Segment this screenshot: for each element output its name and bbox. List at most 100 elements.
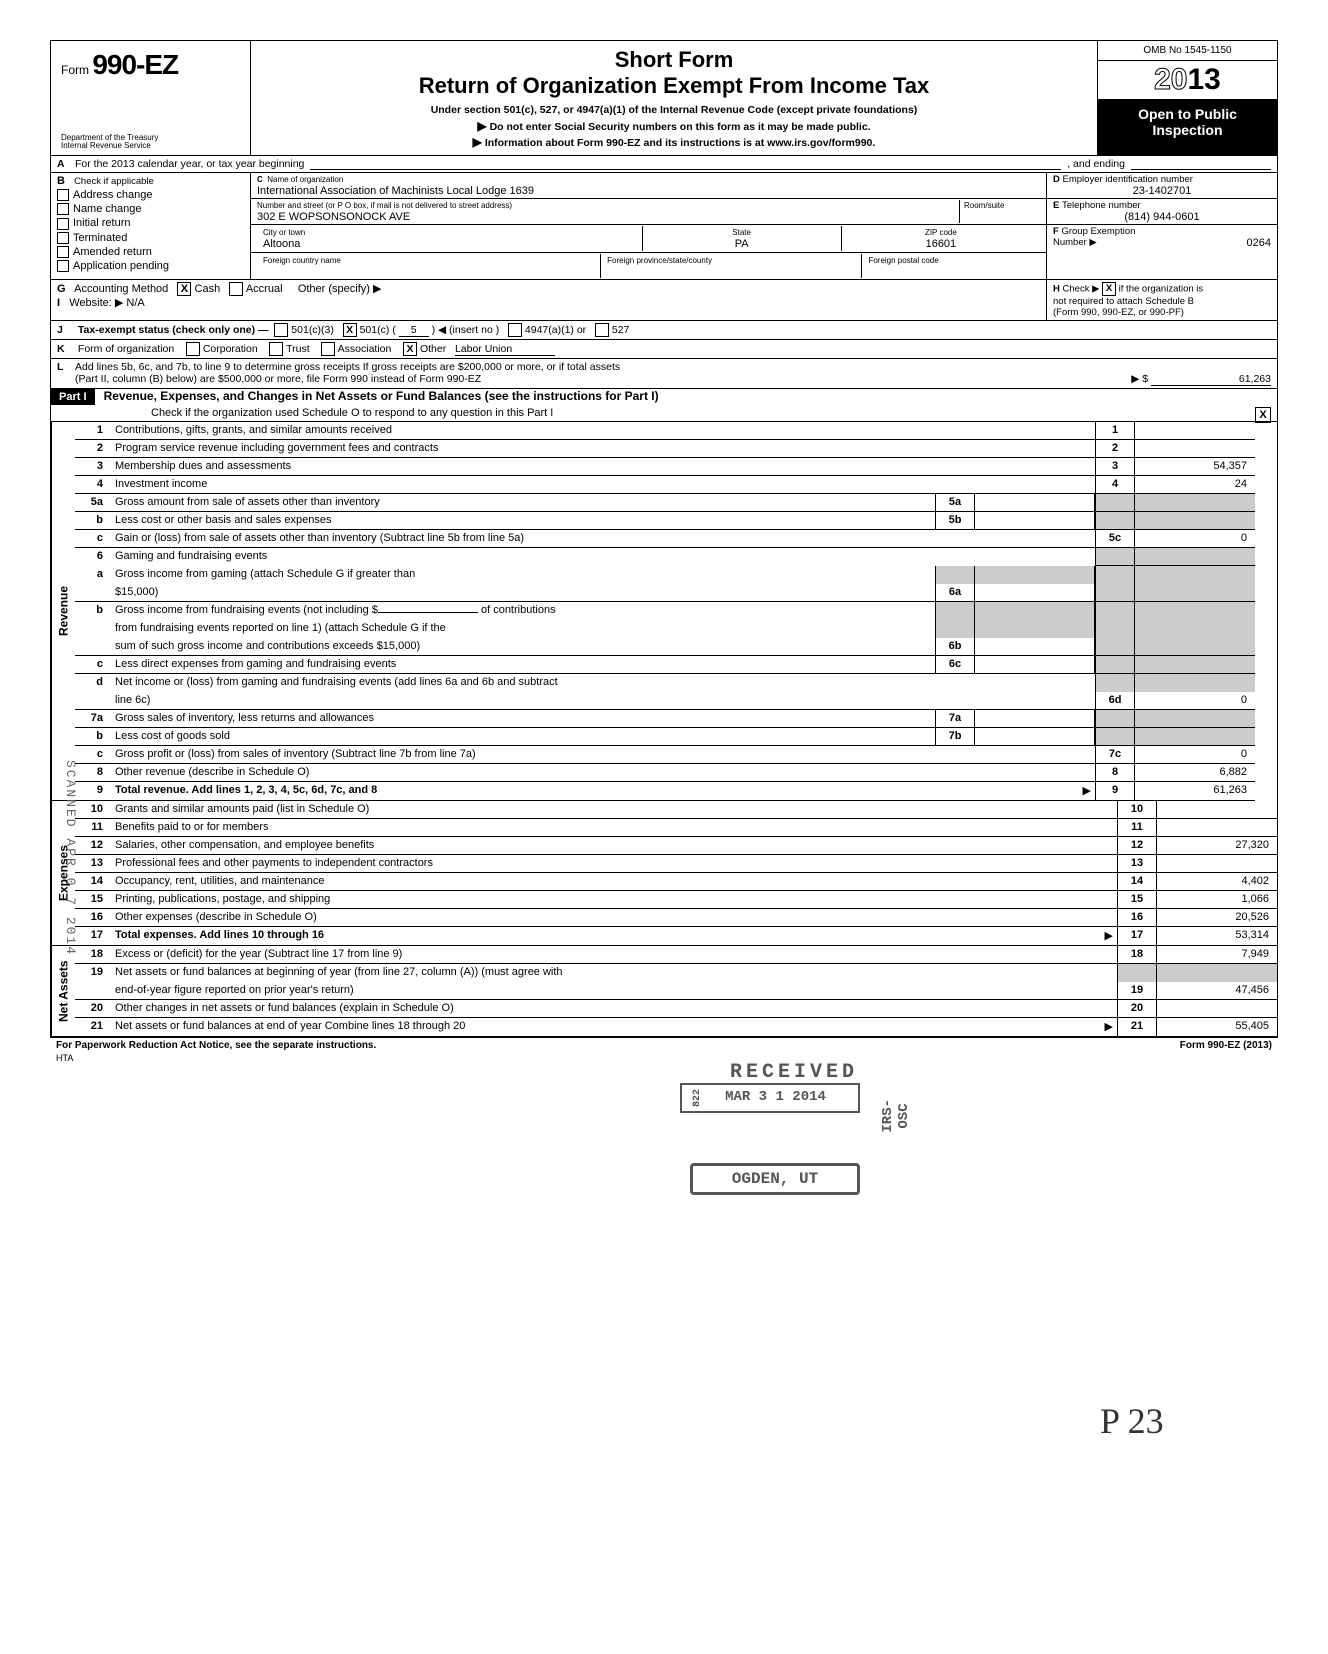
chk-terminated[interactable]: Terminated: [57, 232, 244, 244]
part1-header: Part I Revenue, Expenses, and Changes in…: [51, 389, 1277, 422]
stamp-822: 822: [692, 1089, 703, 1107]
line-8: 8 Other revenue (describe in Schedule O)…: [75, 764, 1255, 782]
street-label: Number and street (or P O box, if mail i…: [257, 201, 512, 210]
footer: For Paperwork Reduction Act Notice, see …: [50, 1038, 1278, 1053]
line-5c-value: 0: [1135, 530, 1255, 547]
stamp-date: MAR 3 1 2014: [725, 1089, 826, 1105]
chk-amended[interactable]: Amended return: [57, 246, 244, 258]
chk-501c[interactable]: X: [343, 323, 357, 337]
year-end-field[interactable]: [1131, 158, 1271, 170]
chk-cash[interactable]: X: [177, 282, 191, 296]
line-11-value: [1157, 819, 1277, 836]
chk-schedule-o[interactable]: X: [1255, 407, 1271, 423]
stamp-scanned: SCANNED APR 0 7 2014: [63, 760, 78, 956]
tel-label: Telephone number: [1062, 200, 1141, 211]
line-18: 18 Excess or (deficit) for the year (Sub…: [75, 946, 1277, 964]
chk-527[interactable]: [595, 323, 609, 337]
check-if-applicable: Check if applicable: [74, 176, 154, 187]
chk-501c3[interactable]: [274, 323, 288, 337]
chk-accrual[interactable]: [229, 282, 243, 296]
website: Website: ▶ N/A: [69, 297, 145, 309]
l-text1: Add lines 5b, 6c, and 7b, to line 9 to d…: [75, 361, 1271, 373]
line-10: 10 Grants and similar amounts paid (list…: [75, 801, 1277, 819]
line-6b-3: sum of such gross income and contributio…: [75, 638, 1255, 656]
street-value: 302 E WOPSONSONOCK AVE: [257, 211, 410, 223]
chk-other-org[interactable]: X: [403, 342, 417, 356]
other-org-value: Labor Union: [455, 343, 555, 356]
chk-initial-return[interactable]: Initial return: [57, 217, 244, 229]
line-6c-value: [975, 656, 1095, 673]
l-arrow: ▶ $: [1131, 373, 1148, 385]
line-20: 20 Other changes in net assets or fund b…: [75, 1000, 1277, 1018]
h-line3: (Form 990, 990-EZ, or 990-PF): [1053, 307, 1184, 318]
label-h: H: [1053, 284, 1060, 295]
label-i: I: [57, 297, 60, 309]
header-title: Short Form Return of Organization Exempt…: [251, 41, 1097, 155]
line-2-value: [1135, 440, 1255, 457]
chk-application-pending[interactable]: Application pending: [57, 260, 244, 272]
chk-schedule-b[interactable]: X: [1102, 282, 1116, 296]
line-13-value: [1157, 855, 1277, 872]
label-c: C: [257, 175, 263, 184]
col-d: D Employer identification number 23-1402…: [1047, 173, 1277, 279]
foreign-country-label: Foreign country name: [263, 256, 341, 265]
line-6a-value: [975, 584, 1095, 601]
form-number-value: 990-EZ: [92, 49, 178, 80]
501c-number: 5: [399, 324, 429, 337]
line-4-value: 24: [1135, 476, 1255, 493]
form-label: Form: [61, 63, 89, 77]
year-begin-field[interactable]: [310, 158, 1061, 170]
chk-address-change[interactable]: Address change: [57, 189, 244, 201]
label-j: J: [57, 324, 75, 336]
tax-year: 2013: [1098, 61, 1277, 100]
line-6b-value: [975, 638, 1095, 655]
other-specify: Other (specify) ▶: [298, 283, 382, 295]
line-16: 16 Other expenses (describe in Schedule …: [75, 909, 1277, 927]
line-17: 17 Total expenses. Add lines 10 through …: [75, 927, 1277, 945]
netassets-label: Net Assets: [51, 946, 75, 1036]
city-state-zip-row: City or town Altoona State PA ZIP code 1…: [251, 225, 1046, 253]
foreign-row: Foreign country name Foreign province/st…: [251, 253, 1046, 279]
line-18-value: 7,949: [1157, 946, 1277, 963]
label-f: F: [1053, 226, 1059, 237]
line-6a-1: a Gross income from gaming (attach Sched…: [75, 566, 1255, 584]
tel-value: (814) 944-0601: [1053, 211, 1271, 223]
line-15: 15 Printing, publications, postage, and …: [75, 891, 1277, 909]
chk-association[interactable]: [321, 342, 335, 356]
line-7b: b Less cost of goods sold 7b: [75, 728, 1255, 746]
foreign-state-label: Foreign province/state/county: [607, 256, 712, 265]
chk-name-change[interactable]: Name change: [57, 203, 244, 215]
header-right: OMB No 1545-1150 2013 Open to Public Ins…: [1097, 41, 1277, 155]
chk-trust[interactable]: [269, 342, 283, 356]
line-7a-value: [975, 710, 1095, 727]
hta: HTA: [50, 1053, 1278, 1063]
line-13: 13 Professional fees and other payments …: [75, 855, 1277, 873]
subtitle-3: ▶ Information about Form 990-EZ and its …: [261, 134, 1087, 151]
chk-4947[interactable]: [508, 323, 522, 337]
chk-corporation[interactable]: [186, 342, 200, 356]
part1-title: Revenue, Expenses, and Changes in Net As…: [98, 387, 665, 405]
line-19-value: 47,456: [1157, 982, 1277, 999]
line-14-value: 4,402: [1157, 873, 1277, 890]
line-1-value: [1135, 422, 1255, 439]
ein-value: 23-1402701: [1053, 185, 1271, 197]
row-k: K Form of organization Corporation Trust…: [51, 340, 1277, 359]
open-line2: Inspection: [1102, 122, 1273, 138]
line-17-value: 53,314: [1157, 927, 1277, 945]
row-a: A For the 2013 calendar year, or tax yea…: [51, 156, 1277, 173]
label-k: K: [57, 343, 75, 355]
line-15-value: 1,066: [1157, 891, 1277, 908]
line-8-value: 6,882: [1135, 764, 1255, 781]
city-value: Altoona: [263, 238, 300, 250]
row-j: J Tax-exempt status (check only one) — 5…: [51, 321, 1277, 340]
number-label: Number ▶: [1053, 237, 1097, 248]
header-left: Form 990-EZ Department of the Treasury I…: [51, 41, 251, 155]
col-b: B Check if applicable Address change Nam…: [51, 173, 251, 279]
line-6b-1: b Gross income from fundraising events (…: [75, 602, 1255, 620]
handwritten-p23: P 23: [1100, 1400, 1164, 1442]
line-19-1: 19 Net assets or fund balances at beginn…: [75, 964, 1277, 982]
row-gih: G Accounting Method X Cash Accrual Other…: [51, 280, 1277, 321]
line-19-2: end-of-year figure reported on prior yea…: [75, 982, 1277, 1000]
label-g: G: [57, 283, 66, 295]
row-i: I Website: ▶ N/A: [57, 296, 1040, 309]
